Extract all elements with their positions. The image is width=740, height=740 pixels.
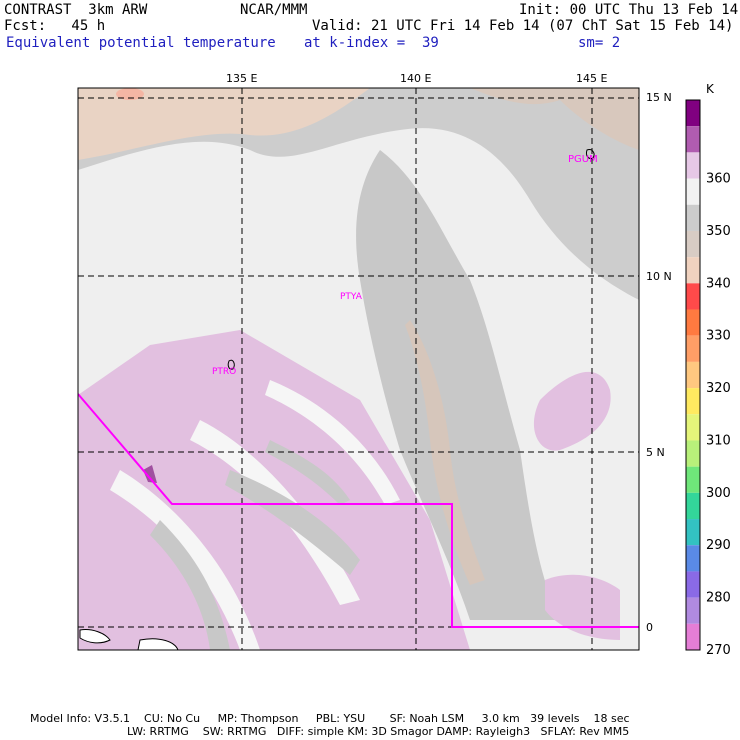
lat-lon-grid — [78, 88, 639, 650]
gray-streak-2 — [150, 520, 230, 650]
streak-2 — [190, 420, 360, 605]
colorbar-label: 310 — [706, 433, 731, 448]
field-345-band-central — [405, 320, 485, 585]
model-info-line1: Model Info: V3.5.1 CU: No Cu MP: Thompso… — [30, 712, 630, 725]
colorbar-cell — [686, 126, 700, 153]
colorbar-cell — [686, 414, 700, 441]
field-350-band-north — [78, 88, 639, 300]
colorbar-cell — [686, 597, 700, 624]
colorbar-cell — [686, 309, 700, 336]
colorbar-cell — [686, 335, 700, 362]
colorbar-cell — [686, 361, 700, 389]
colorbar-cell — [686, 178, 700, 205]
colorbar-cell — [686, 492, 700, 520]
station-pgum: PGUM — [568, 154, 598, 165]
station-ptro: PTRO — [212, 367, 236, 377]
lon-label-140: 140 E — [400, 72, 432, 85]
streak-3 — [265, 380, 400, 505]
valid-time: Valid: 21 UTC Fri 14 Feb 14 (07 ChT Sat … — [312, 18, 734, 34]
colorbar-labels: 360 350 340 330 320 310 300 290 280 270 — [706, 172, 731, 658]
field-340-band-north — [78, 88, 370, 160]
smoothing: sm= 2 — [578, 35, 621, 51]
field-350-band-central — [356, 150, 560, 620]
island-s — [137, 638, 179, 650]
lat-label-10n: 10 N — [646, 270, 672, 283]
map-frame — [77, 87, 640, 651]
lat-label-0: 0 — [646, 621, 653, 634]
lon-label-145: 145 E — [576, 72, 608, 85]
colorbar-cell — [686, 230, 700, 258]
k-index: at k-index = 39 — [304, 35, 439, 51]
station-ptya: PTYA — [340, 292, 363, 302]
colorbar-cell — [686, 100, 700, 127]
model-source: NCAR/MMM — [240, 2, 308, 18]
colorbar-cell — [686, 388, 700, 415]
colorbar-label: 360 — [706, 172, 731, 187]
model-info-line2: LW: RRTMG SW: RRTMG DIFF: simple KM: 3D … — [127, 725, 630, 738]
field-345-band-ne — [470, 88, 639, 150]
lat-label-5n: 5 N — [646, 446, 665, 459]
colorbar-cell — [686, 204, 700, 231]
gray-streak-1 — [225, 470, 360, 575]
colorbar-cell — [686, 623, 700, 650]
colorbar-cell — [686, 571, 700, 598]
colorbar-frame — [685, 99, 701, 651]
hotspot — [116, 88, 144, 100]
colorbar-cells — [685, 99, 701, 651]
lavender-blob-2 — [545, 574, 620, 640]
init-time: Init: 00 UTC Thu 13 Feb 14 — [519, 2, 739, 18]
palau-coast — [227, 359, 235, 370]
colorbar-label: 350 — [706, 224, 731, 239]
colorbar-cell — [686, 440, 700, 467]
colorbar-cell — [686, 545, 700, 572]
forecast-hour: Fcst: 45 h — [4, 18, 106, 34]
guam-coast — [586, 149, 595, 159]
lavender-blob-1 — [533, 371, 611, 451]
streak-1 — [110, 470, 260, 650]
colorbar-label: 300 — [706, 486, 731, 501]
colorbar-label: 340 — [706, 276, 731, 291]
colorbar-label: 270 — [706, 643, 731, 658]
colorbar-cell — [686, 283, 700, 310]
gray-streak-3 — [265, 440, 350, 505]
colorbar-cell — [686, 152, 700, 179]
colorbar-label: 320 — [706, 381, 731, 396]
colorbar-unit: K — [706, 82, 714, 96]
colorbar-cell — [686, 466, 700, 493]
island-sw — [79, 629, 111, 644]
field-name: Equivalent potential temperature — [6, 35, 276, 51]
lat-label-15n: 15 N — [646, 91, 672, 104]
colorbar-cell — [686, 519, 700, 546]
model-title: CONTRAST 3km ARW — [4, 2, 148, 18]
high-theta-spot — [143, 465, 157, 483]
colorbar-label: 280 — [706, 591, 731, 606]
lon-label-135: 135 E — [226, 72, 258, 85]
colorbar-cell — [686, 257, 700, 284]
colorbar-label: 290 — [706, 538, 731, 553]
colorbar-label: 330 — [706, 329, 731, 344]
region-boundary — [78, 393, 639, 628]
